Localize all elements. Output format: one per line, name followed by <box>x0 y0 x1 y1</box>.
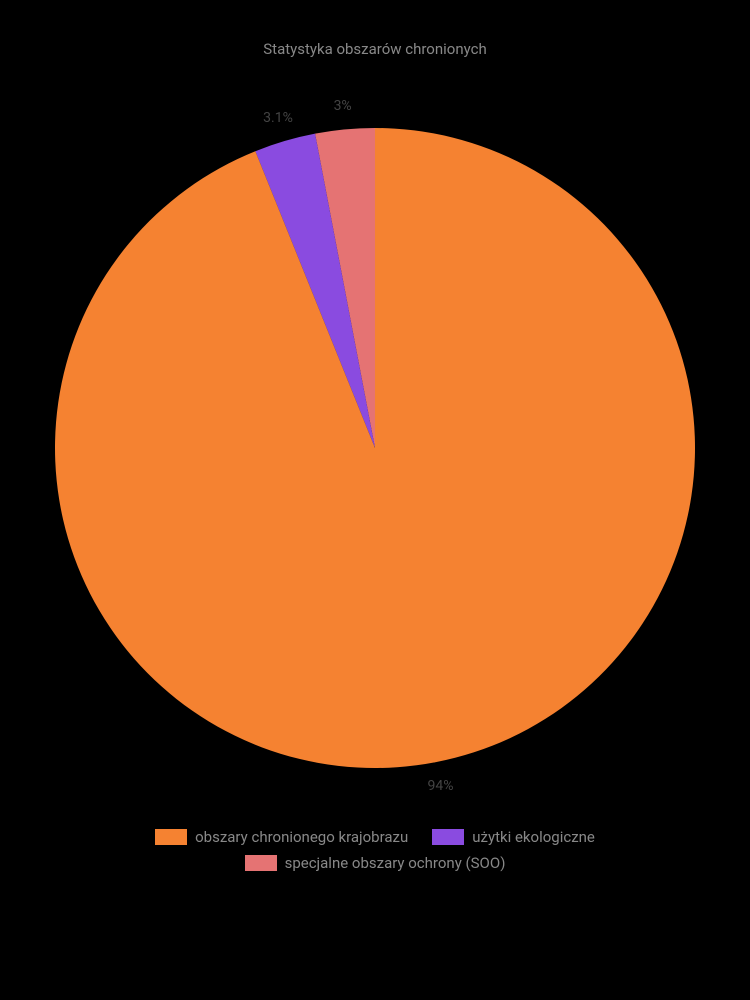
legend-swatch <box>432 829 464 845</box>
pie-slice-label: 3% <box>334 98 352 114</box>
pie-slice-label: 3.1% <box>263 110 293 126</box>
legend-swatch <box>245 855 277 871</box>
chart-legend: obszary chronionego krajobrazu użytki eko… <box>50 828 700 872</box>
pie-chart-svg <box>0 58 750 808</box>
legend-label: użytki ekologiczne <box>472 828 595 846</box>
legend-label: specjalne obszary ochrony (SOO) <box>285 854 506 872</box>
pie-chart-container: 3% 3.1% 94% <box>0 58 750 808</box>
pie-slice-label: 94% <box>428 778 454 794</box>
chart-title: Statystyka obszarów chronionych <box>263 40 487 58</box>
legend-item: użytki ekologiczne <box>432 828 595 846</box>
legend-item: specjalne obszary ochrony (SOO) <box>245 854 506 872</box>
legend-item: obszary chronionego krajobrazu <box>155 828 408 846</box>
legend-label: obszary chronionego krajobrazu <box>195 828 408 846</box>
legend-swatch <box>155 829 187 845</box>
